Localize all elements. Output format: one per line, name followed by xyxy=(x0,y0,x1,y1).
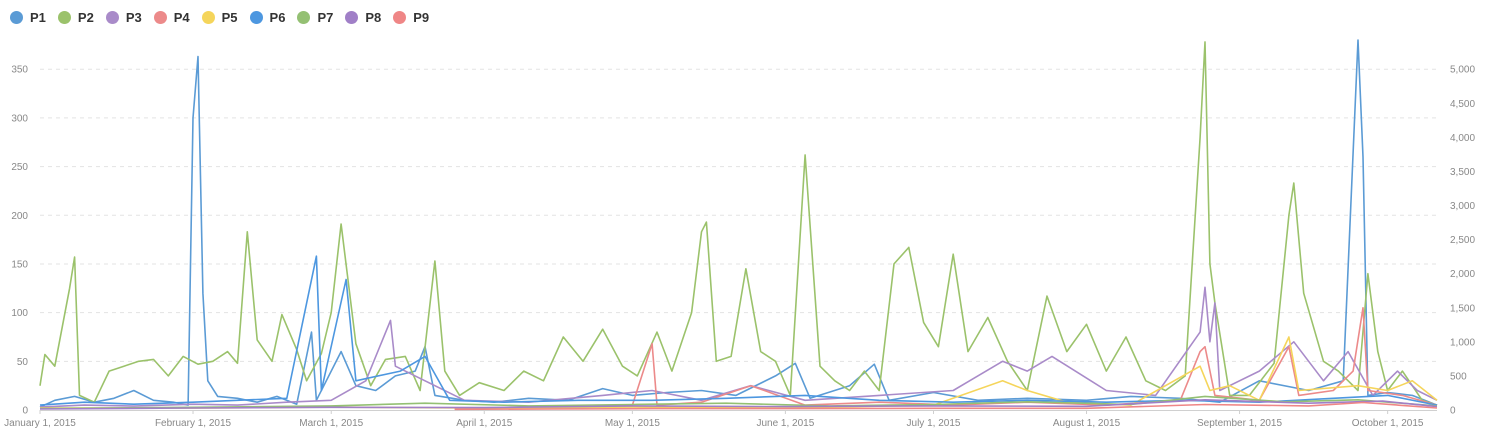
x-tick-label: January 1, 2015 xyxy=(4,418,76,429)
y-left-tick-label: 250 xyxy=(11,162,28,173)
series-line-p9[interactable] xyxy=(454,401,1438,411)
y-left-tick-label: 150 xyxy=(11,259,28,270)
x-tick-label: March 1, 2015 xyxy=(299,418,363,429)
y-right-tick-label: 500 xyxy=(1450,371,1467,382)
y-right-tick-label: 3,500 xyxy=(1450,167,1475,178)
legend-item-p6[interactable]: P6 xyxy=(249,9,286,25)
y-right-tick-label: 2,500 xyxy=(1450,235,1475,246)
legend-swatch-p4 xyxy=(153,10,167,24)
legend-label-p4: P4 xyxy=(173,9,190,25)
y-left-tick-label: 350 xyxy=(11,65,28,76)
legend-item-p7[interactable]: P7 xyxy=(297,10,333,25)
y-right-tick-label: 0 xyxy=(1450,406,1456,417)
legend-label-p2: P2 xyxy=(77,9,94,25)
chart-legend: P1 P2 P3 P4 P5 P6 P7 P8 P9 xyxy=(10,7,441,27)
y-left-tick-label: 300 xyxy=(11,113,28,124)
legend-swatch-p8 xyxy=(345,10,359,24)
legend-label-p1: P1 xyxy=(30,9,46,25)
legend-swatch-p9 xyxy=(393,10,407,24)
legend-label-p8: P8 xyxy=(365,9,382,25)
series-line-p8[interactable] xyxy=(39,398,1438,410)
x-tick-label: October 1, 2015 xyxy=(1352,418,1424,429)
legend-swatch-p2 xyxy=(57,10,71,24)
y-left-tick-label: 100 xyxy=(11,308,28,319)
y-right-tick-label: 1,500 xyxy=(1450,303,1475,314)
y-right-tick-label: 1,000 xyxy=(1450,337,1475,348)
y-right-tick-label: 3,000 xyxy=(1450,201,1475,212)
legend-swatch-p5 xyxy=(201,10,215,24)
legend-label-p5: P5 xyxy=(221,9,238,25)
y-right-tick-label: 5,000 xyxy=(1450,65,1475,76)
y-left-tick-label: 50 xyxy=(17,357,29,368)
y-right-tick-label: 4,500 xyxy=(1450,99,1475,110)
legend-swatch-p3 xyxy=(105,10,119,24)
x-tick-label: September 1, 2015 xyxy=(1197,418,1282,429)
x-tick-label: February 1, 2015 xyxy=(155,418,232,429)
legend-label-p3: P3 xyxy=(125,9,142,25)
y-left-tick-label: 0 xyxy=(22,406,28,417)
grid-lines xyxy=(39,68,1437,414)
legend-item-p9[interactable]: P9 xyxy=(393,10,429,25)
legend-label-p6: P6 xyxy=(269,9,286,25)
legend-label-p7: P7 xyxy=(317,9,334,25)
series-line-p4[interactable] xyxy=(454,306,1438,410)
axis-labels: 0 50 100 150 200 250 300 350 0 500 1,000 1,500 2,000… xyxy=(4,65,1475,429)
y-right-tick-label: 2,000 xyxy=(1450,269,1475,280)
y-right-tick-label: 4,000 xyxy=(1450,133,1475,144)
x-tick-label: July 1, 2015 xyxy=(907,418,961,429)
series-line-p6[interactable] xyxy=(39,255,1438,406)
x-tick-label: April 1, 2015 xyxy=(456,418,513,429)
y-left-tick-label: 200 xyxy=(11,211,28,222)
x-tick-label: June 1, 2015 xyxy=(756,418,814,429)
legend-item-p3[interactable]: P3 xyxy=(105,9,142,25)
legend-swatch-p7 xyxy=(297,10,311,24)
legend-label-p9: P9 xyxy=(413,9,430,25)
legend-item-p8[interactable]: P8 xyxy=(345,10,381,25)
legend-item-p1[interactable]: P1 xyxy=(10,10,46,25)
legend-swatch-p6 xyxy=(249,10,263,24)
x-tick-label: May 1, 2015 xyxy=(605,418,660,429)
series-lines xyxy=(39,39,1438,411)
legend-item-p4[interactable]: P4 xyxy=(153,9,190,25)
legend-swatch-p1 xyxy=(10,10,23,24)
legend-item-p2[interactable]: P2 xyxy=(57,9,94,25)
x-tick-label: August 1, 2015 xyxy=(1053,418,1121,429)
series-line-p2[interactable] xyxy=(39,41,1438,406)
legend-item-p5[interactable]: P5 xyxy=(201,9,238,25)
series-line-p1[interactable] xyxy=(39,39,1438,408)
